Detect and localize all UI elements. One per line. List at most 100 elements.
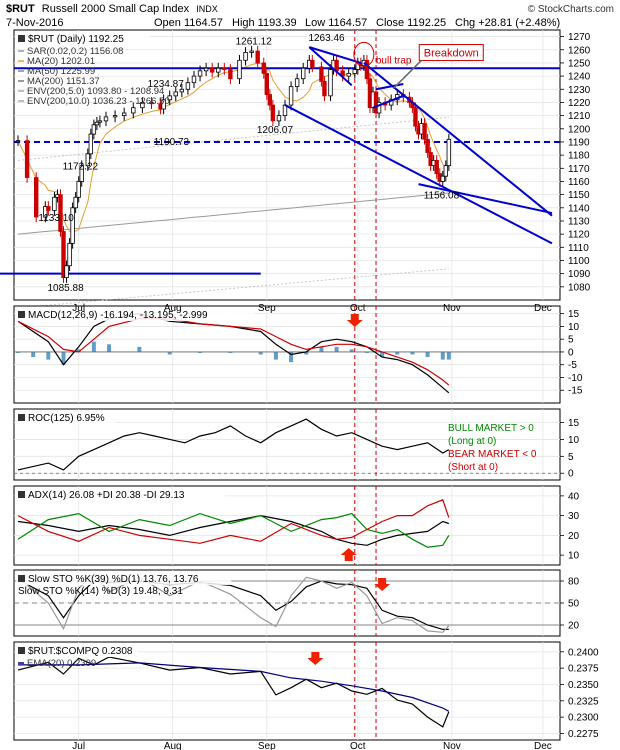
y-tick-label: 15 [568, 418, 580, 429]
candle [161, 99, 166, 110]
macd-histogram-bar [304, 351, 309, 355]
macd-histogram-bar [91, 341, 96, 352]
index-name: Russell 2000 Small Cap Index [42, 3, 190, 15]
candle [237, 59, 242, 80]
candle [294, 78, 300, 88]
panel-title: $RUT:$COMPQ 0.2308 [28, 646, 133, 657]
candle [352, 69, 357, 74]
exchange: INDX [196, 4, 218, 14]
macd-histogram-bar [364, 351, 369, 353]
trend-line [284, 104, 553, 245]
y-tick-label: 20 [568, 531, 580, 542]
trend-line [308, 46, 362, 64]
quote-low: Low 1164.57 [305, 17, 367, 29]
macd-histogram-bar [167, 351, 172, 355]
candle [422, 123, 427, 140]
candle [85, 153, 90, 167]
panel-frame [13, 641, 561, 741]
candle [413, 107, 418, 127]
y-tick-label: 50 [568, 599, 580, 610]
quote-high: High 1193.39 [232, 17, 297, 29]
macd-histogram-bar [289, 351, 294, 363]
candle [322, 80, 327, 97]
trend-line [418, 183, 553, 215]
quote-open: Open 1164.57 [154, 17, 223, 29]
y-tick-label: 1160 [568, 177, 590, 188]
candle [228, 69, 233, 80]
candle [131, 107, 136, 114]
legend-entry: EMA(20) 0.2309 [27, 658, 96, 669]
candle [249, 50, 254, 53]
macd-histogram-bar [31, 351, 36, 358]
price-label: 1234.87 [148, 79, 185, 90]
candle [34, 177, 39, 218]
macd-histogram-bar [258, 351, 263, 355]
panel-icon [18, 575, 25, 582]
legend-entry: MA(50) 1225.99 [27, 66, 95, 77]
signal-arrow [340, 548, 357, 561]
roc-note: (Long at 0) [448, 436, 496, 447]
macd-histogram-bar [107, 344, 112, 352]
price-label: 1190.73 [154, 137, 190, 148]
y-tick-label: 1100 [568, 256, 590, 267]
series-line [17, 656, 450, 728]
x-axis-label: Dec [534, 303, 552, 314]
title-backdrop [16, 308, 255, 321]
chart-panel-2: 0 5 10 15 BULL MARKET > 0 (Long at 0) BEAR MAR… [13, 408, 580, 481]
candle [179, 88, 185, 93]
panel-frame [13, 305, 561, 404]
breakdown-box [418, 44, 484, 62]
y-tick-label: 1090 [568, 269, 591, 280]
x-axis-label-bottom: Oct [350, 741, 366, 750]
env5-upper-line [17, 116, 449, 161]
trend-line [372, 94, 404, 109]
panel-icon [18, 491, 25, 498]
candle [328, 69, 333, 97]
quote-date: 7-Nov-2016 [6, 17, 63, 29]
panel-icon [18, 647, 25, 654]
title-backdrop [16, 572, 232, 585]
macd-histogram-bar [395, 351, 400, 355]
series-line [17, 418, 450, 471]
watermark: © StockCharts.com [528, 4, 614, 15]
macd-histogram-bar [228, 351, 233, 353]
candle [197, 70, 203, 77]
candle [428, 152, 433, 167]
chart-header-title: $RUT Russell 2000 Small Cap Index INDX [6, 3, 218, 15]
candle [346, 73, 351, 77]
env5-lower-line [17, 268, 449, 309]
price-label-low: 1156.08 [424, 191, 460, 202]
trend-line [375, 83, 404, 91]
chart-panel-0: 1080 1090 1100 1110 1120 1130 1140 1150 1160 1170… [0, 29, 591, 309]
candle [376, 102, 382, 114]
candle [264, 73, 269, 95]
quote-close: Close 1192.25 [376, 17, 446, 29]
candle [46, 206, 51, 211]
candle [216, 67, 221, 73]
candle [103, 116, 109, 122]
y-tick-label: 80 [568, 577, 580, 588]
candle [79, 165, 84, 182]
series-line [17, 499, 450, 544]
roc-note: BEAR MARKET < 0 [448, 449, 537, 460]
candle [67, 242, 72, 267]
panel-title: Slow STO %K(39) %D(1) 13.76, 13.76 [28, 574, 199, 585]
candle [288, 86, 294, 106]
y-tick-label: -15 [568, 386, 583, 397]
candle [24, 140, 30, 178]
legend-entry: ENV(200,5.0) 1093.80 - 1208.94 [27, 86, 164, 97]
y-tick-label: 1270 [568, 32, 591, 43]
candle [167, 95, 172, 101]
macd-histogram-bar [198, 351, 203, 353]
legend-entry: MA(20) 1202.01 [27, 56, 95, 67]
candle [64, 265, 69, 279]
price-label-high: 1261.12 [236, 36, 273, 47]
y-tick-label: 1250 [568, 58, 591, 69]
y-tick-label: 1180 [568, 151, 590, 162]
price-label: 1172.22 [63, 161, 99, 172]
signal-arrow [307, 652, 324, 665]
y-tick-label: 1130 [568, 216, 590, 227]
series-line [17, 313, 450, 394]
series-line [18, 662, 450, 712]
